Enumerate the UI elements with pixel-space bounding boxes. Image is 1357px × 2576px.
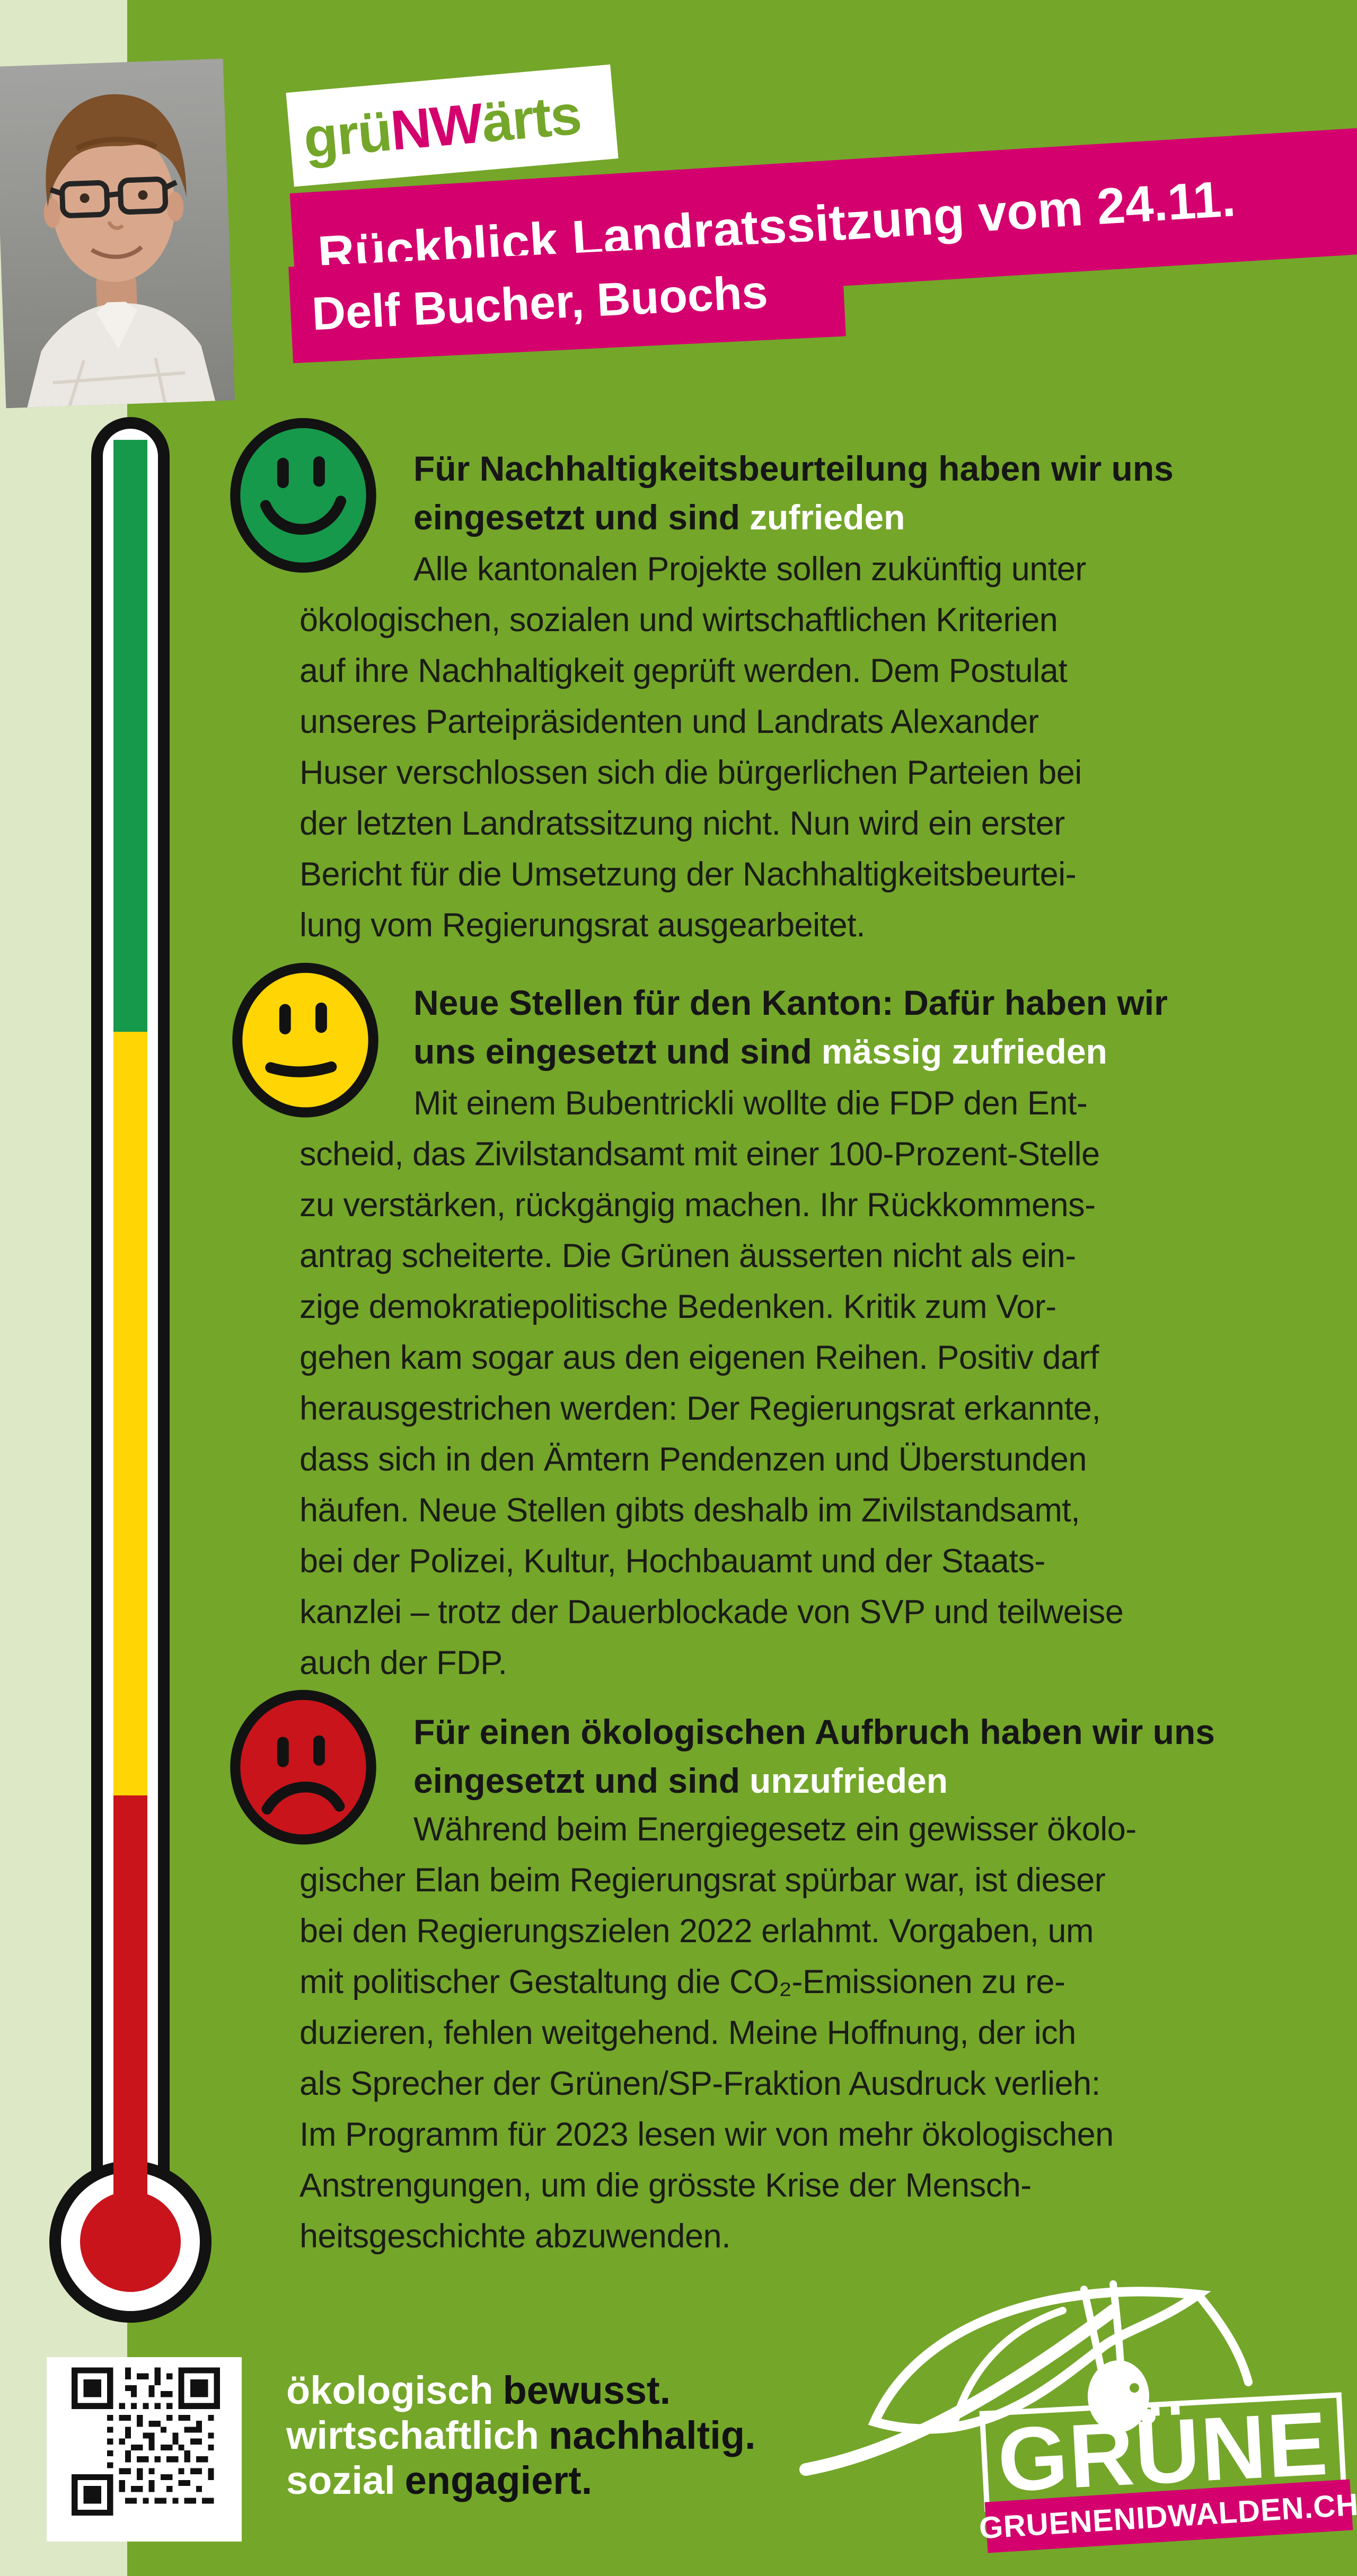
heading-line2: eingesetzt und sind zufrieden bbox=[413, 493, 1346, 542]
thermometer-segment-green bbox=[113, 440, 147, 1032]
grune-leaf-hare-icon bbox=[795, 2242, 1283, 2509]
slogan-word-white: wirtschaftlich bbox=[286, 2413, 539, 2457]
brand-part-nw: NW bbox=[388, 91, 485, 162]
slogan-line-3: sozial engagiert. bbox=[286, 2458, 756, 2503]
slogan-word-white: sozial bbox=[286, 2458, 395, 2502]
brand-part-gru: grü bbox=[301, 99, 394, 170]
section-heading: Für Nachhaltigkeitsbeurteilung haben wir… bbox=[413, 444, 1346, 542]
heading-line2: eingesetzt und sind unzufrieden bbox=[413, 1756, 1346, 1805]
heading-verdict: zufrieden bbox=[750, 498, 905, 537]
heading-verdict: unzufrieden bbox=[750, 1761, 948, 1800]
slogan-block: ökologisch bewusst. wirtschaftlich nachhal… bbox=[286, 2368, 756, 2503]
section-body: Während beim Energiegesetz ein gewisser … bbox=[299, 1811, 1136, 2255]
author-name: Delf Bucher, Buochs bbox=[311, 265, 769, 340]
brand-part-arts: ärts bbox=[479, 83, 584, 154]
heading-line2: uns eingesetzt und sind mässig zufrieden bbox=[413, 1027, 1346, 1076]
heading-line1: Für Nachhaltigkeitsbeurteilung haben wir… bbox=[413, 449, 1174, 488]
brand-logo-grunwarts: grü NW ärts bbox=[286, 64, 619, 187]
smiley-neutral-icon bbox=[226, 959, 385, 1121]
slogan-word-black: engagiert. bbox=[404, 2458, 593, 2502]
slogan-word-black: bewusst. bbox=[503, 2368, 671, 2412]
heading-black: eingesetzt und sind bbox=[413, 498, 741, 537]
author-portrait-photo bbox=[0, 58, 235, 409]
slogan-word-white: ökologisch bbox=[286, 2368, 494, 2412]
smiley-sad-icon bbox=[224, 1686, 383, 1848]
section-heading: Neue Stellen für den Kanton: Dafür haben… bbox=[413, 978, 1346, 1076]
heading-line1: Für einen ökologischen Aufbruch haben wi… bbox=[413, 1712, 1215, 1751]
portrait-illustration bbox=[0, 58, 235, 409]
slogan-word-black: nachhaltig. bbox=[549, 2413, 756, 2457]
smiley-happy-icon bbox=[224, 414, 383, 576]
section-body: Mit einem Bubentrickli wollte die FDP de… bbox=[299, 1085, 1124, 1681]
thermometer-bulb-core bbox=[80, 2191, 181, 2292]
slogan-line-2: wirtschaftlich nachhaltig. bbox=[286, 2413, 756, 2458]
heading-verdict: mässig zufrieden bbox=[821, 1032, 1107, 1071]
section-body: Alle kantonalen Projekte sollen zukünfti… bbox=[299, 551, 1086, 944]
section-heading: Für einen ökologischen Aufbruch haben wi… bbox=[413, 1707, 1346, 1805]
heading-black: eingesetzt und sind bbox=[413, 1761, 741, 1800]
heading-black: uns eingesetzt und sind bbox=[413, 1032, 812, 1071]
heading-line1: Neue Stellen für den Kanton: Dafür haben… bbox=[413, 983, 1168, 1022]
slogan-line-1: ökologisch bewusst. bbox=[286, 2368, 756, 2413]
qr-code[interactable] bbox=[47, 2357, 242, 2542]
thermometer-segment-yellow bbox=[113, 1032, 147, 1795]
